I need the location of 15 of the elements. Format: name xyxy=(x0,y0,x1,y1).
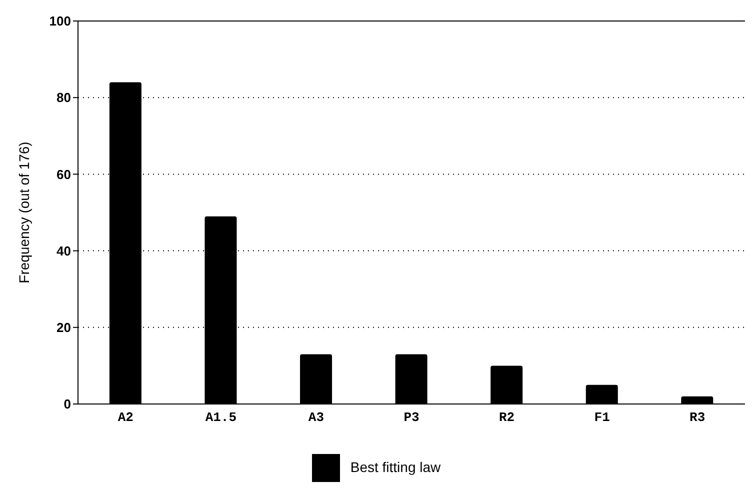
x-tick-label: P3 xyxy=(404,410,420,426)
x-tick-label: A3 xyxy=(308,410,324,426)
x-tick-label: R3 xyxy=(690,410,706,426)
x-tick-label: A2 xyxy=(118,410,134,426)
y-tick-label: 100 xyxy=(49,14,71,29)
x-tick-label: R2 xyxy=(498,410,515,426)
y-tick-label: 40 xyxy=(56,243,71,258)
y-tick-label: 20 xyxy=(56,320,71,336)
x-tick-label: A1.5 xyxy=(205,410,237,426)
y-tick-label: 60 xyxy=(56,166,71,182)
x-tick-label: F1 xyxy=(594,410,610,426)
y-tick-label: 0 xyxy=(64,396,71,412)
y-tick-label: 80 xyxy=(56,90,71,106)
y-axis-title: Frequency (out of 176) xyxy=(16,142,32,284)
legend-label: Best fitting law xyxy=(350,458,441,475)
